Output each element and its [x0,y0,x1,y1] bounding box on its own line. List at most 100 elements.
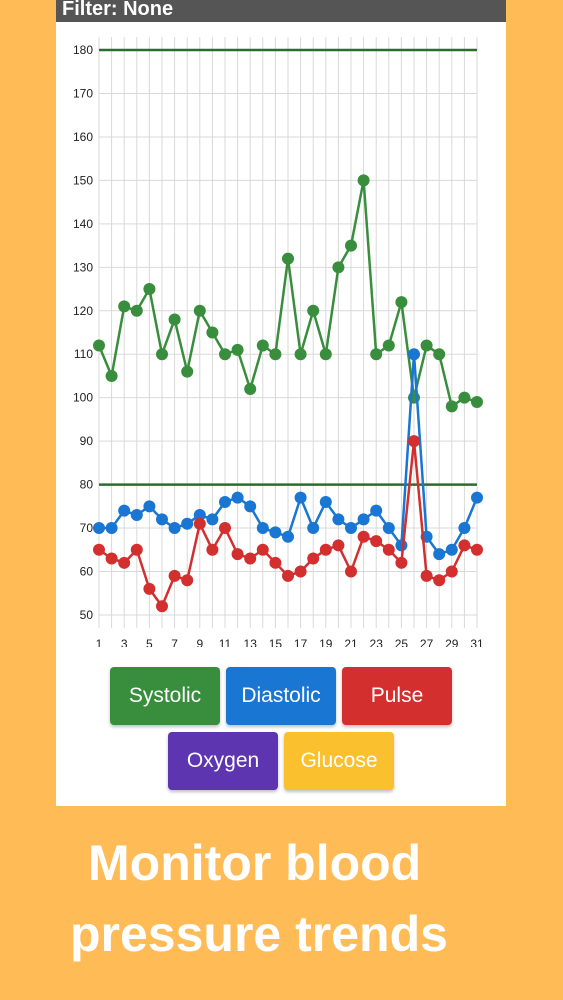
diastolic-data-point [193,509,206,522]
diastolic-data-point [332,513,345,526]
pulse-data-point [256,543,269,556]
systolic-data-point [193,304,206,317]
systolic-data-point [294,348,307,361]
pulse-data-point [357,530,370,543]
diastolic-data-point [143,500,156,513]
x-tick-label: 31 [470,637,484,647]
pulse-data-point [118,556,131,569]
x-tick-label: 25 [395,637,409,647]
y-tick-label: 170 [73,86,93,100]
pulse-data-point [231,548,244,561]
pulse-data-point [105,552,118,565]
pulse-filter-button[interactable]: Pulse [342,667,452,725]
pulse-data-point [193,517,206,530]
y-tick-label: 160 [73,130,93,144]
pulse-data-point [408,435,420,448]
pulse-data-point [181,574,194,587]
systolic-data-point [282,252,294,265]
x-tick-label: 17 [294,637,308,647]
x-tick-label: 3 [121,637,128,647]
systolic-data-point [93,339,105,352]
pulse-data-point [219,522,231,535]
pulse-data-point [395,556,408,569]
diastolic-data-point [282,530,294,543]
systolic-data-point [370,348,383,361]
x-tick-label: 1 [96,637,103,647]
x-tick-label: 15 [269,637,283,647]
systolic-data-point [445,400,458,413]
systolic-data-point [206,326,219,339]
tagline-line-1: Monitor blood [88,835,422,891]
diastolic-data-point [458,522,471,535]
diastolic-data-point [244,500,257,513]
systolic-data-point [307,304,320,317]
y-tick-label: 120 [73,304,93,318]
diastolic-data-point [206,513,219,526]
diastolic-data-point [433,548,446,561]
pulse-data-point [420,569,433,582]
y-tick-label: 180 [73,43,93,57]
pulse-data-point [307,552,320,565]
systolic-data-point [471,396,483,409]
diastolic-data-point [395,539,408,552]
systolic-data-point [420,339,433,352]
pulse-data-point [445,565,458,578]
x-tick-label: 5 [146,637,153,647]
systolic-data-point [433,348,446,361]
x-tick-label: 29 [445,637,459,647]
pulse-data-point [244,552,257,565]
tagline-line-2: pressure trends [70,906,448,962]
systolic-data-point [231,343,244,356]
systolic-data-point [181,365,194,378]
diastolic-data-point [93,522,105,535]
systolic-data-point [395,296,408,309]
pulse-data-point [433,574,446,587]
y-tick-label: 90 [80,434,94,448]
systolic-data-point [156,348,168,361]
diastolic-data-point [357,513,370,526]
pulse-data-point [143,582,156,595]
filter-header[interactable]: Filter: None [56,0,506,22]
y-tick-label: 150 [73,173,93,187]
diastolic-data-point [130,509,143,522]
diastolic-data-point [408,348,420,361]
pulse-data-point [471,543,483,556]
y-tick-label: 110 [74,347,93,361]
systolic-data-point [357,174,370,187]
systolic-data-point [244,382,257,395]
diastolic-data-point [445,543,458,556]
systolic-data-point [269,348,282,361]
diastolic-data-point [382,522,395,535]
diastolic-data-point [219,495,231,508]
x-tick-label: 13 [244,637,258,647]
systolic-data-point [143,283,156,296]
diastolic-data-point [118,504,131,517]
pulse-data-point [269,556,282,569]
diastolic-data-point [181,517,194,530]
pulse-data-point [93,543,105,556]
x-tick-label: 19 [319,637,333,647]
diastolic-data-point [294,491,307,504]
diastolic-data-point [269,526,282,539]
diastolic-data-point [307,522,320,535]
diastolic-filter-button[interactable]: Diastolic [226,667,336,725]
systolic-data-point [130,304,143,317]
systolic-filter-button[interactable]: Systolic [110,667,220,725]
systolic-data-point [345,239,357,252]
diastolic-data-point [105,522,118,535]
diastolic-data-point [156,513,168,526]
systolic-data-point [118,300,131,313]
x-tick-label: 21 [344,637,358,647]
pulse-data-point [294,565,307,578]
oxygen-filter-button[interactable]: Oxygen [168,732,278,790]
systolic-data-point [219,348,231,361]
glucose-filter-button[interactable]: Glucose [284,732,394,790]
systolic-data-point [105,369,118,382]
y-tick-label: 80 [80,478,94,492]
systolic-data-point [256,339,269,352]
pulse-data-point [382,543,395,556]
pulse-data-point [282,569,294,582]
systolic-data-point [458,391,471,404]
systolic-data-point [382,339,395,352]
x-tick-label: 23 [370,637,384,647]
